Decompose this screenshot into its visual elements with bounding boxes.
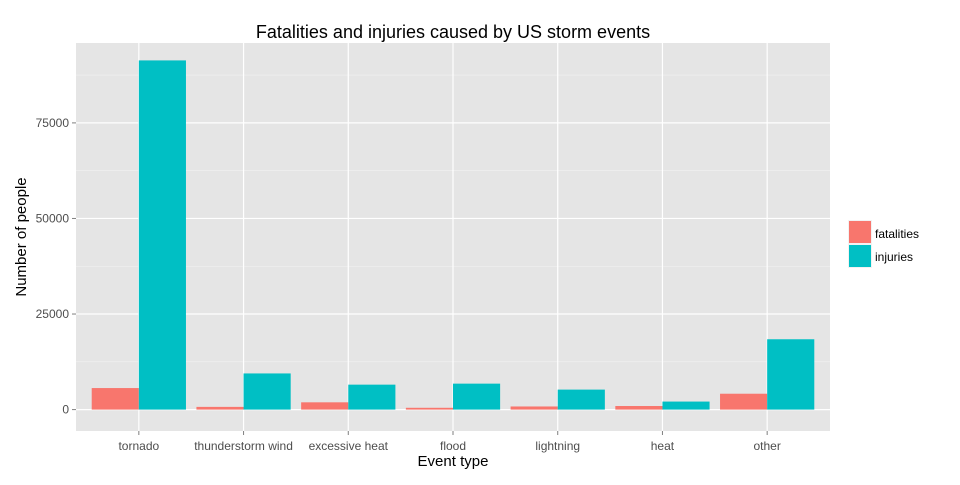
bar-injuries <box>348 384 396 410</box>
bar-fatalities <box>720 393 768 410</box>
legend-label-fatalities: fatalities <box>875 227 919 241</box>
y-axis: 0 25000 50000 75000 <box>36 116 76 417</box>
legend-swatch-fatalities <box>849 221 871 243</box>
bar-fatalities <box>91 388 139 410</box>
bar-injuries <box>453 383 501 410</box>
y-axis-title: Number of people <box>13 177 30 296</box>
bar-fatalities <box>196 406 244 410</box>
bar-fatalities <box>615 406 663 410</box>
y-tick-label: 25000 <box>36 307 70 321</box>
x-tick-label: lightning <box>535 439 580 453</box>
chart-title: Fatalities and injuries caused by US sto… <box>256 22 650 42</box>
x-tick-label: flood <box>440 439 466 453</box>
bar-fatalities <box>510 406 558 410</box>
legend-swatch-injuries <box>849 245 871 267</box>
bar-injuries <box>662 401 710 410</box>
legend: fatalities injuries <box>848 220 919 268</box>
bar-injuries <box>767 339 815 410</box>
bar-fatalities <box>301 402 349 410</box>
x-tick-label: other <box>753 439 780 453</box>
legend-label-injuries: injuries <box>875 250 913 264</box>
y-tick-label: 50000 <box>36 211 70 225</box>
x-tick-label: tornado <box>118 439 159 453</box>
x-tick-label: thunderstorm wind <box>194 439 293 453</box>
bar-injuries <box>243 373 291 410</box>
bar-injuries <box>557 389 605 410</box>
x-axis: tornado thunderstorm wind excessive heat fl… <box>118 431 781 453</box>
x-axis-title: Event type <box>418 453 489 470</box>
bar-fatalities <box>405 407 453 410</box>
x-tick-label: heat <box>651 439 675 453</box>
y-tick-label: 0 <box>62 403 69 417</box>
bar-injuries <box>138 60 186 410</box>
y-tick-label: 75000 <box>36 116 70 130</box>
x-tick-label: excessive heat <box>309 439 389 453</box>
bars <box>91 60 815 410</box>
